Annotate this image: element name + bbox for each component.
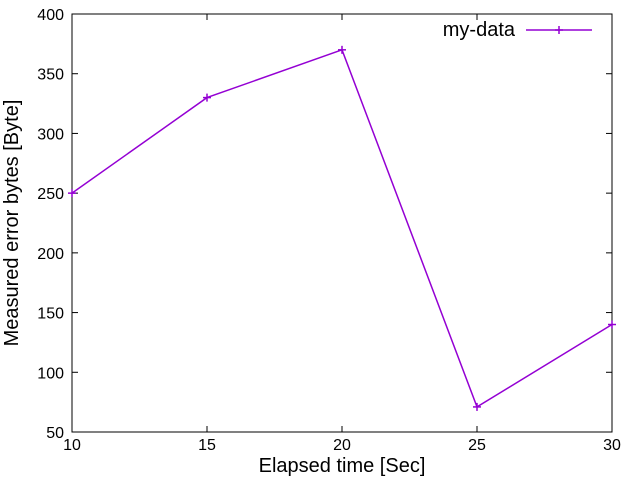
x-axis-title: Elapsed time [Sec] (259, 455, 426, 477)
x-tick-label: 15 (198, 437, 216, 454)
y-tick-label: 200 (37, 246, 64, 263)
plot-frame (71, 13, 613, 433)
legend-marker (555, 26, 563, 34)
y-tick-label: 350 (37, 67, 64, 84)
y-axis-title: Measured error bytes [Byte] (1, 100, 23, 347)
y-tick-label: 100 (37, 365, 64, 382)
legend-marker-plus (555, 26, 563, 34)
tick-labels: 10 15 20 25 30 50 100 150 200 250 300 350 400 (37, 7, 621, 454)
axis-ticks (71, 13, 613, 433)
y-tick-label: 400 (37, 7, 64, 24)
series-line (71, 48, 613, 409)
x-tick-label: 20 (333, 437, 351, 454)
data-point (608, 320, 616, 329)
y-tick-label: 250 (37, 186, 64, 203)
data-point (338, 45, 346, 54)
x-tick-label: 10 (63, 437, 81, 454)
legend-label: my-data (443, 19, 516, 41)
legend: my-data (443, 19, 592, 41)
y-tick-label: 50 (46, 425, 64, 442)
data-point (203, 93, 211, 102)
series-layer (68, 45, 616, 411)
data-point (473, 402, 481, 411)
data-point (68, 189, 76, 198)
y-tick-label: 300 (37, 126, 64, 143)
x-tick-label: 25 (468, 437, 486, 454)
x-tick-label: 30 (603, 437, 621, 454)
y-tick-label: 150 (37, 306, 64, 323)
